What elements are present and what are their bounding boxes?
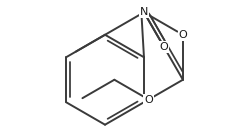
Text: O: O [160,42,169,52]
Text: O: O [179,30,187,40]
Text: N: N [140,7,148,17]
Text: O: O [144,95,153,105]
